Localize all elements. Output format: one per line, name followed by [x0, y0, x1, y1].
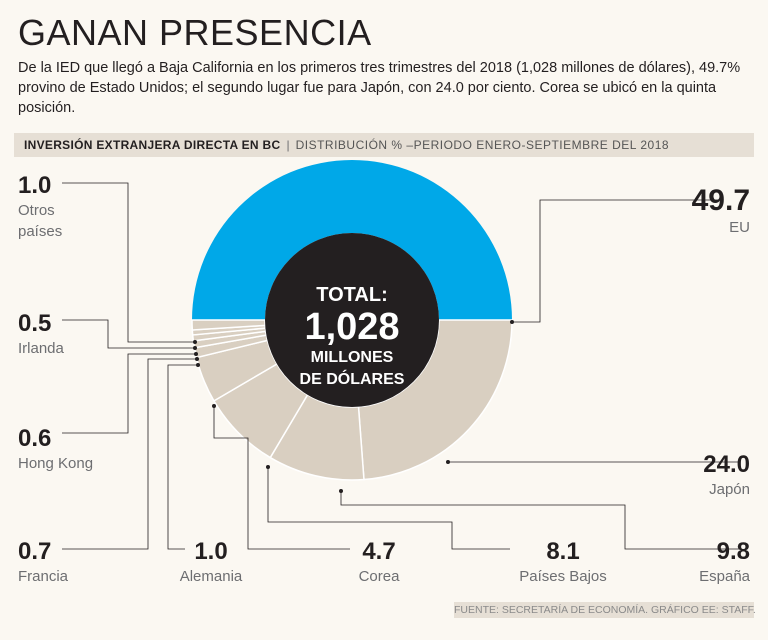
chart-slices: [191, 160, 513, 481]
leader-dot-alemania: [196, 363, 200, 367]
category-label-espana: España: [699, 568, 751, 585]
value-label-eu: 49.7: [692, 184, 750, 217]
center-total-unit-1: MILLONES: [311, 349, 394, 366]
leader-line-alemania: [167, 364, 198, 550]
chart-labels: 49.7 EU 24.0 Japón 9.8 España 8.1 Países Bajos 4…: [18, 172, 751, 585]
leader-line-espana: [340, 491, 740, 550]
value-label-japon: 24.0: [703, 451, 750, 478]
category-label-alemania: Alemania: [180, 568, 243, 585]
leader-dot-otros-paises: [193, 340, 197, 344]
value-label-alemania: 1.0: [194, 538, 227, 565]
center-total: TOTAL: 1,028 MILLONES DE DÓLARES: [265, 233, 439, 407]
value-label-paises-bajos: 8.1: [546, 538, 579, 565]
category-label-corea: Corea: [359, 568, 401, 585]
chart-header-separator: |: [286, 138, 290, 152]
category-label-eu: EU: [729, 219, 750, 236]
leader-dot-corea: [212, 404, 216, 408]
category-label-paises-bajos: Países Bajos: [519, 568, 607, 585]
category-label-irlanda: Irlanda: [18, 340, 65, 357]
subtitle: De la IED que llegó a Baja California en…: [18, 60, 741, 116]
leader-dot-eu: [510, 320, 514, 324]
leader-dot-japon: [446, 460, 450, 464]
chart-header-bar: INVERSIÓN EXTRANJERA DIRECTA EN BC | DISTR…: [14, 133, 754, 157]
value-label-hong-kong: 0.6: [18, 425, 51, 452]
leader-dot-hong-kong: [194, 352, 198, 356]
center-total-value: 1,028: [304, 306, 399, 348]
value-label-francia: 0.7: [18, 538, 51, 565]
leader-line-irlanda: [62, 319, 195, 349]
source-footer: FUENTE: SECRETARÍA DE ECONOMÍA. GRÁFICO …: [454, 602, 756, 618]
leader-dot-espana: [339, 489, 343, 493]
page-title: GANAN PRESENCIA: [18, 12, 372, 53]
leader-line-otros-paises: [62, 182, 195, 343]
center-circle: [265, 233, 439, 407]
value-label-otros-paises: 1.0: [18, 172, 51, 199]
chart-leader-lines: [62, 182, 740, 550]
category-label-otros-paises-1: Otros: [18, 202, 55, 219]
value-label-irlanda: 0.5: [18, 310, 51, 337]
leader-dot-irlanda: [193, 346, 197, 350]
chart-header-sub: DISTRIBUCIÓN % –PERIODO ENERO-SEPTIEMBRE…: [295, 138, 670, 152]
center-total-label: TOTAL:: [316, 284, 387, 306]
chart-header-main: INVERSIÓN EXTRANJERA DIRECTA EN BC: [24, 138, 281, 152]
leader-line-eu: [512, 199, 720, 323]
leader-line-paises-bajos: [267, 467, 510, 550]
leader-line-corea: [213, 406, 350, 550]
slice-eu: [192, 160, 512, 320]
category-label-japon: Japón: [709, 481, 750, 498]
center-total-unit-2: DE DÓLARES: [300, 369, 405, 388]
category-label-hong-kong: Hong Kong: [18, 455, 93, 472]
leader-line-hong-kong: [62, 353, 196, 434]
category-label-francia: Francia: [18, 568, 69, 585]
leader-line-francia: [62, 358, 197, 550]
category-label-otros-paises-2: países: [18, 223, 62, 240]
value-label-espana: 9.8: [717, 538, 750, 565]
leader-dot-francia: [195, 357, 199, 361]
value-label-corea: 4.7: [362, 538, 395, 565]
leader-dot-paises-bajos: [266, 465, 270, 469]
